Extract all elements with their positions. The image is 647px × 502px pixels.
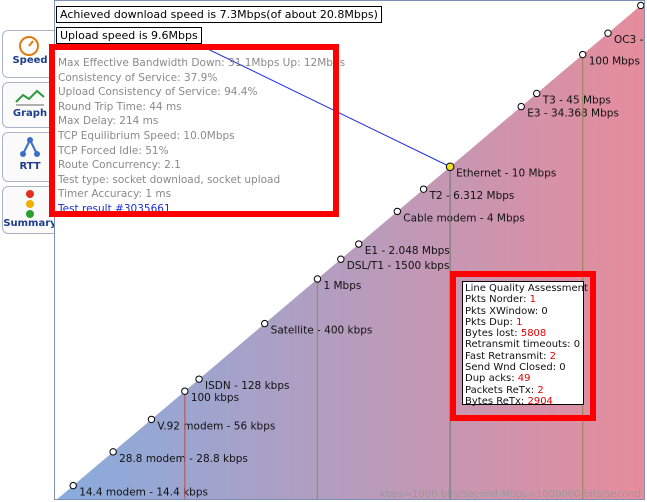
quality-row: Pkts XWindow: 0 [465,306,581,317]
quality-value: 2 [537,384,544,396]
speed-point-label: E1 - 2.048 Mbps [365,245,450,257]
quality-label: Dup acks: [465,373,518,385]
speed-point [517,102,525,111]
speed-point-label: E3 - 34.368 Mbps [527,108,619,120]
line-quality-title: Line Quality Assessment [465,283,588,294]
stat-line: Test type: socket download, socket uploa… [58,173,281,186]
quality-label: Pkts XWindow: [465,305,542,317]
quality-value: 1 [516,316,523,328]
quality-label: Pkts Dup: [465,316,517,328]
speed-point [147,415,156,424]
speed-point-label: V.92 modem - 56 kbps [157,420,275,432]
speed-point [355,240,363,248]
quality-label: Retransmit timeouts: [465,339,574,351]
speed-point [604,29,612,37]
tab-rtt[interactable]: RTT [2,132,57,182]
quality-row: Bytes lost: 5808 [465,328,581,339]
speed-point-label: OC3 - 155 Mbps [614,34,645,46]
speed-point [637,1,644,10]
quality-row: Pkts Norder: 1 [465,294,581,305]
quality-row: Send Wnd Closed: 0 [465,362,581,373]
quality-value: 49 [517,373,531,385]
speed-point-label: 14.4 modem - 14.4 kbps [79,487,208,499]
speed-point-label: Cable modem - 4 Mbps [403,212,525,224]
quality-label: Send Wnd Closed: [465,362,560,374]
tab-speed-label: Speed [12,55,48,66]
speedometer-icon [19,36,39,56]
current-speed-pointer [182,36,451,168]
quality-label: Packets ReTx: [465,384,538,396]
quality-value: 2 [549,350,556,362]
speed-point-label: Satellite - 400 kbps [271,325,373,337]
rtt-network-icon [20,137,40,157]
stat-line: Max Effective Bandwidth Down: 31.1Mbps U… [58,57,346,69]
stat-line: Max Delay: 214 ms [58,115,159,128]
tab-summary[interactable]: Summary [2,186,57,234]
speed-point [195,375,203,383]
stat-line: TCP Equilibrium Speed: 10.0Mbps [58,129,235,142]
speed-point [337,255,345,263]
upload-speed-label: Upload speed is 9.6Mbps [56,27,202,44]
quality-label: Fast Retransmit: [465,350,550,362]
speed-point [109,448,117,456]
speed-point [419,185,428,193]
speed-point [393,207,402,216]
quality-value: 0 [573,339,581,351]
line-quality-box: Line Quality Assessment Pkts Norder: 1 Pk… [462,281,588,407]
quality-row: Retransmit timeouts: 0 [465,339,581,350]
quality-value: 5808 [520,328,547,340]
stat-line: Consistency of Service: 37.9% [58,71,218,84]
quality-highlight-frame [450,271,596,421]
stats-highlight-frame [49,44,339,217]
speed-point [260,319,269,328]
quality-row: Fast Retransmit: 2 [465,351,581,362]
tab-summary-label: Summary [3,218,57,229]
stat-line: TCP Forced Idle: 51% [58,144,169,157]
speed-point [579,50,587,59]
quality-value: 1 [529,294,537,306]
tab-speed[interactable]: Speed [2,30,57,78]
stat-line: Upload Consistency of Service: 94.4% [58,86,258,99]
speed-point-label: 100 kbps [191,392,239,404]
stat-line: Timer Accuracy: 1 ms [58,188,172,201]
tab-graph[interactable]: Graph [2,82,57,128]
download-speed-label: Achieved download speed is 7.3Mbps(of ab… [56,6,382,23]
stat-line: Route Concurrency: 2.1 [58,159,181,172]
speed-point-label: 100 Mbps [589,56,640,68]
line-graph-icon [15,89,45,106]
speed-point-label: 28.8 modem - 28.8 kbps [119,453,248,465]
stat-line: Round Trip Time: 44 ms [58,100,182,113]
quality-row: Bytes ReTx: 2904 [465,396,581,407]
quality-value: 0 [541,305,548,317]
quality-row: Dup acks: 49 [465,373,581,384]
traffic-light-icon [26,190,34,218]
speed-point-label: T2 - 6.312 Mbps [429,190,515,202]
speed-point [181,387,189,395]
quality-value: 2904 [527,395,553,407]
quality-value: 0 [559,362,566,374]
speed-point-label: T3 - 45 Mbps [542,94,611,106]
speed-point-label: Ethernet - 10 Mbps [456,168,556,180]
quality-label: Pkts Norder: [465,294,530,306]
quality-row: Packets ReTx: 2 [465,385,581,396]
units-note: kbps=1000 bits/second Mbps=1000000 bits/… [379,489,641,500]
quality-row: Pkts Dup: 1 [465,317,581,328]
speed-point [533,89,541,98]
speed-point-label: ISDN - 128 kbps [205,380,289,392]
speed-point [313,275,322,283]
speed-point-label: DSL/T1 - 1500 kbps [347,260,450,272]
tab-graph-label: Graph [12,108,48,119]
speed-point-label: 1 Mbps [323,280,361,292]
quality-label: Bytes lost: [465,328,521,340]
speed-point [69,481,77,490]
current-speed-marker [445,162,455,172]
quality-label: Bytes ReTx: [465,395,528,407]
tab-rtt-label: RTT [19,161,41,172]
stats-block: Max Effective Bandwidth Down: 31.1Mbps U… [58,56,345,217]
